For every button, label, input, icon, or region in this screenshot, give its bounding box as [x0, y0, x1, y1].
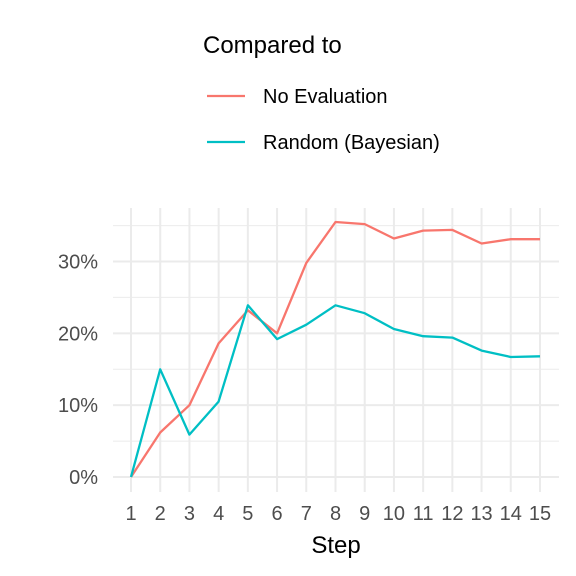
x-tick-label: 3 — [184, 503, 195, 525]
legend-title: Compared to — [203, 32, 342, 59]
x-tick-label: 2 — [155, 503, 166, 525]
x-tick-label: 9 — [359, 503, 370, 525]
legend: Compared to No Evaluation Random (Bayesia… — [203, 32, 440, 154]
x-tick-label: 7 — [301, 503, 312, 525]
grid-major — [113, 208, 559, 492]
y-tick-label: 0% — [69, 467, 98, 489]
x-tick-label: 14 — [500, 503, 522, 525]
x-axis-label: Step — [311, 532, 360, 559]
series-line-2 — [129, 304, 541, 478]
x-tick-label: 5 — [242, 503, 253, 525]
legend-label: No Evaluation — [263, 86, 388, 108]
x-tick-label: 6 — [272, 503, 283, 525]
x-tick-label: 10 — [383, 503, 405, 525]
x-tick-label: 13 — [470, 503, 492, 525]
x-tick-label: 11 — [413, 503, 434, 525]
x-tick-label: 12 — [441, 503, 463, 525]
x-tick-label: 15 — [529, 503, 551, 525]
y-tick-label: 10% — [58, 395, 98, 417]
y-axis-tick-labels: 0% 10% 20% 30% — [58, 252, 98, 490]
series-lines — [129, 220, 541, 478]
series-line-1 — [130, 220, 540, 478]
legend-label: Random (Bayesian) — [263, 132, 440, 154]
x-tick-label: 1 — [125, 503, 136, 525]
x-tick-label: 4 — [213, 503, 224, 525]
x-tick-label: 8 — [330, 503, 341, 525]
x-axis-tick-labels: 1 2 3 4 5 6 7 8 9 10 11 12 13 14 15 — [125, 503, 551, 525]
y-tick-label: 20% — [58, 323, 98, 345]
y-tick-label: 30% — [58, 252, 98, 274]
